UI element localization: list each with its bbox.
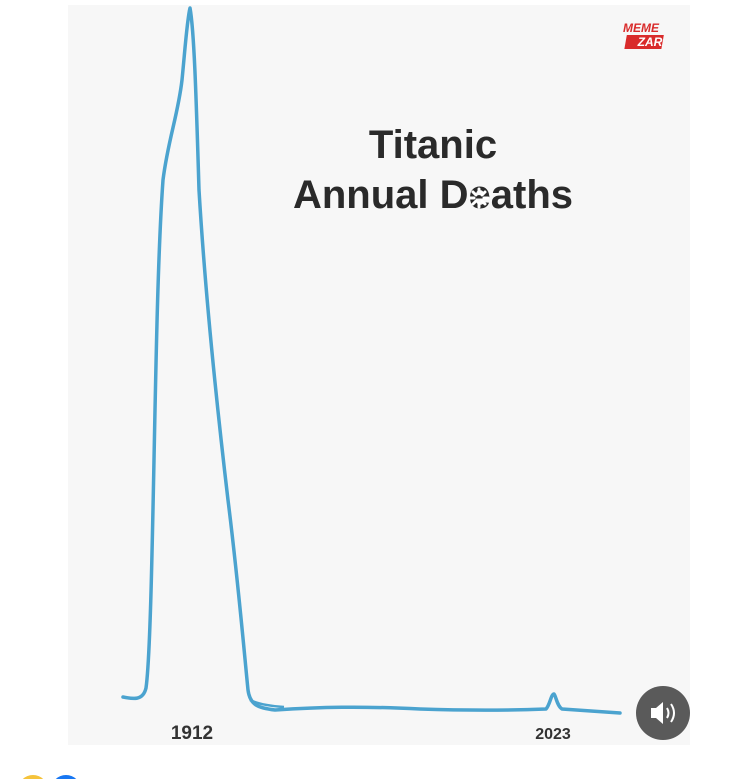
line-stroke-detail [249, 698, 285, 709]
reaction-icon [55, 775, 77, 779]
watermark-box [624, 35, 664, 49]
watermark-top: MEME [623, 21, 660, 35]
chart-title-line2: Annual Deaths [293, 173, 573, 217]
x-label-end: 2023 [535, 726, 571, 743]
chart-title-line1: Titanic [369, 123, 497, 167]
sound-button[interactable] [636, 686, 690, 740]
loading-spinner [468, 187, 490, 209]
hand-drawn-line [121, 6, 622, 715]
reaction-icon [22, 775, 44, 779]
x-label-start: 1912 [171, 723, 213, 744]
watermark-bottom: ZAR [637, 35, 663, 49]
meme-image [68, 5, 690, 745]
